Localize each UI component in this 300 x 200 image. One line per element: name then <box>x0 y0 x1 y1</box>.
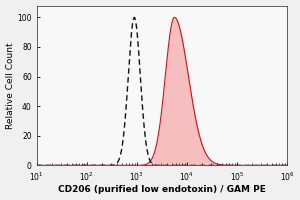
Y-axis label: Relative Cell Count: Relative Cell Count <box>6 42 15 129</box>
X-axis label: CD206 (purified low endotoxin) / GAM PE: CD206 (purified low endotoxin) / GAM PE <box>58 185 266 194</box>
